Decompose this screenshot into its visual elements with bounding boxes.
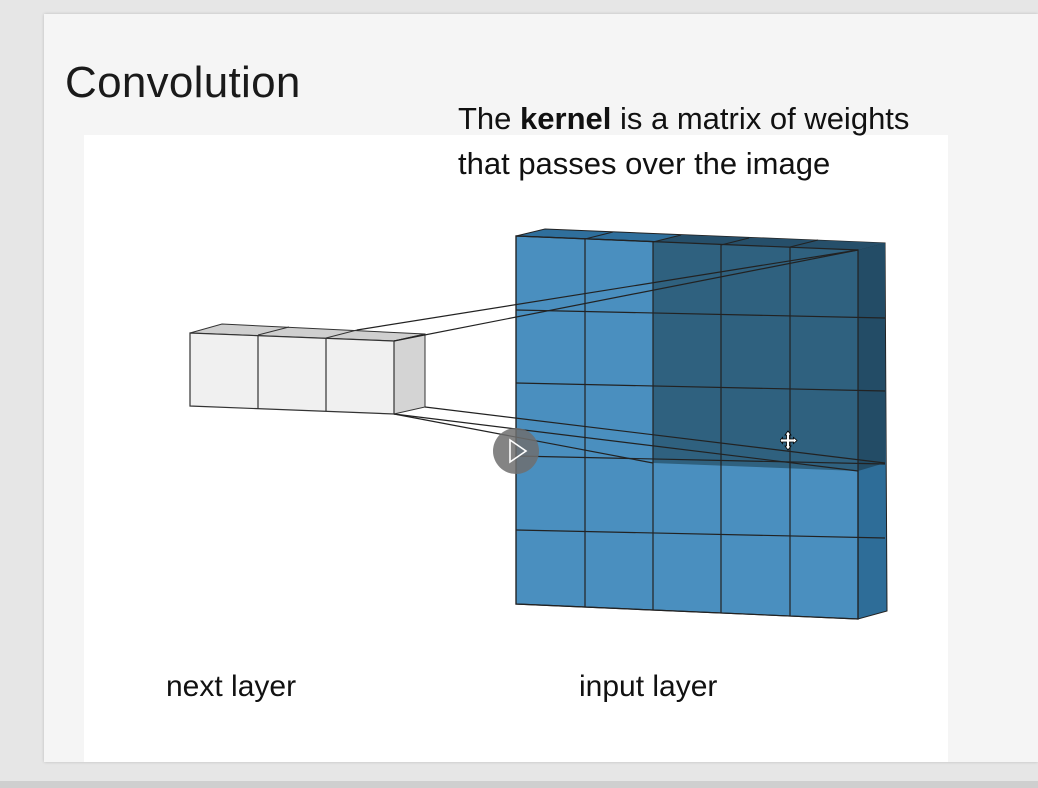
input-layer-block [515,228,888,620]
kernel-projection-lines [356,249,886,472]
caption-kernel-word: kernel [520,101,612,136]
play-icon [509,438,528,464]
play-button[interactable] [493,428,539,474]
caption-line2: that passes over the image [458,146,831,181]
next-layer-cubes [189,323,426,415]
slide-caption: The kernel is a matrix of weights that p… [458,96,909,186]
input-layer-label: input layer [579,670,718,703]
move-cursor-icon [780,430,798,451]
next-layer-label: next layer [166,670,297,703]
caption-prefix: The [458,101,521,136]
caption-line1-suffix: is a matrix of weights [611,101,910,136]
slide-title: Convolution [65,58,301,107]
bottom-edge [0,781,1038,788]
